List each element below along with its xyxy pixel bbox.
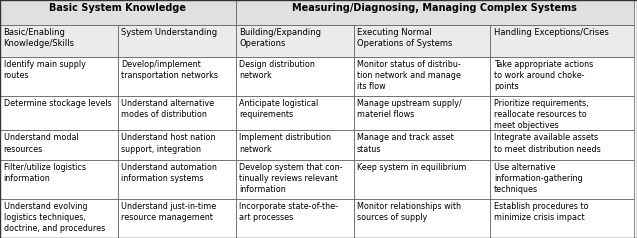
Bar — [118, 130, 236, 160]
Text: Understand modal
resources: Understand modal resources — [3, 134, 78, 154]
Bar — [0, 160, 118, 199]
Bar — [236, 57, 354, 96]
Bar — [236, 130, 354, 160]
Bar — [236, 96, 354, 130]
Text: Determine stockage levels: Determine stockage levels — [3, 99, 111, 108]
Bar — [236, 199, 354, 238]
Bar — [118, 25, 236, 57]
Bar — [236, 0, 634, 25]
Text: Anticipate logistical
requirements: Anticipate logistical requirements — [239, 99, 318, 119]
Text: Understand automation
information systems: Understand automation information system… — [121, 163, 217, 183]
Bar — [236, 25, 354, 57]
Text: Design distribution
network: Design distribution network — [239, 60, 315, 80]
Text: Manage upstream supply/
materiel flows: Manage upstream supply/ materiel flows — [357, 99, 462, 119]
Bar — [490, 160, 634, 199]
Text: Manage and track asset
status: Manage and track asset status — [357, 134, 454, 154]
Text: Basic/Enabling
Knowledge/Skills: Basic/Enabling Knowledge/Skills — [3, 28, 75, 48]
Text: Develop system that con-
tinually reviews relevant
information: Develop system that con- tinually review… — [239, 163, 343, 194]
Text: Monitor status of distribu-
tion network and manage
its flow: Monitor status of distribu- tion network… — [357, 60, 461, 91]
Text: Integrate available assets
to meet distribution needs: Integrate available assets to meet distr… — [494, 134, 601, 154]
Bar — [0, 199, 118, 238]
Bar — [354, 96, 490, 130]
Text: Implement distribution
network: Implement distribution network — [239, 134, 331, 154]
Bar — [0, 25, 118, 57]
Text: Understand just-in-time
resource management: Understand just-in-time resource managem… — [121, 202, 217, 222]
Bar — [0, 57, 118, 96]
Bar — [118, 199, 236, 238]
Bar — [354, 25, 490, 57]
Bar — [0, 130, 118, 160]
Bar — [490, 25, 634, 57]
Text: Handling Exceptions/Crises: Handling Exceptions/Crises — [494, 28, 609, 37]
Bar — [354, 199, 490, 238]
Bar — [490, 130, 634, 160]
Bar — [0, 96, 118, 130]
Text: Take appropriate actions
to work around choke-
points: Take appropriate actions to work around … — [494, 60, 593, 91]
Text: Use alternative
information-gathering
techniques: Use alternative information-gathering te… — [494, 163, 583, 194]
Text: Building/Expanding
Operations: Building/Expanding Operations — [239, 28, 321, 48]
Text: Measuring/Diagnosing, Managing Complex Systems: Measuring/Diagnosing, Managing Complex S… — [292, 3, 577, 13]
Text: Executing Normal
Operations of Systems: Executing Normal Operations of Systems — [357, 28, 452, 48]
Text: Filter/utilize logistics
information: Filter/utilize logistics information — [3, 163, 85, 183]
Text: Incorporate state-of-the-
art processes: Incorporate state-of-the- art processes — [239, 202, 338, 222]
Text: Develop/implement
transportation networks: Develop/implement transportation network… — [121, 60, 218, 80]
Bar — [118, 57, 236, 96]
Text: Understand host nation
support, integration: Understand host nation support, integrat… — [121, 134, 216, 154]
Bar — [354, 160, 490, 199]
Bar — [0, 0, 236, 25]
Bar — [354, 57, 490, 96]
Bar — [490, 57, 634, 96]
Bar — [490, 96, 634, 130]
Text: Understand alternative
modes of distribution: Understand alternative modes of distribu… — [121, 99, 215, 119]
Text: Keep system in equilibrium: Keep system in equilibrium — [357, 163, 466, 172]
Text: Monitor relationships with
sources of supply: Monitor relationships with sources of su… — [357, 202, 461, 222]
Text: Basic System Knowledge: Basic System Knowledge — [49, 3, 187, 13]
Text: Prioritize requirements,
reallocate resources to
meet objectives: Prioritize requirements, reallocate reso… — [494, 99, 589, 130]
Bar — [118, 96, 236, 130]
Bar — [490, 199, 634, 238]
Text: Establish procedures to
minimize crisis impact: Establish procedures to minimize crisis … — [494, 202, 589, 222]
Bar — [354, 130, 490, 160]
Bar — [118, 160, 236, 199]
Text: System Understanding: System Understanding — [121, 28, 217, 37]
Text: Understand evolving
logistics techniques,
doctrine, and procedures: Understand evolving logistics techniques… — [3, 202, 104, 233]
Bar — [236, 160, 354, 199]
Text: Identify main supply
routes: Identify main supply routes — [3, 60, 85, 80]
